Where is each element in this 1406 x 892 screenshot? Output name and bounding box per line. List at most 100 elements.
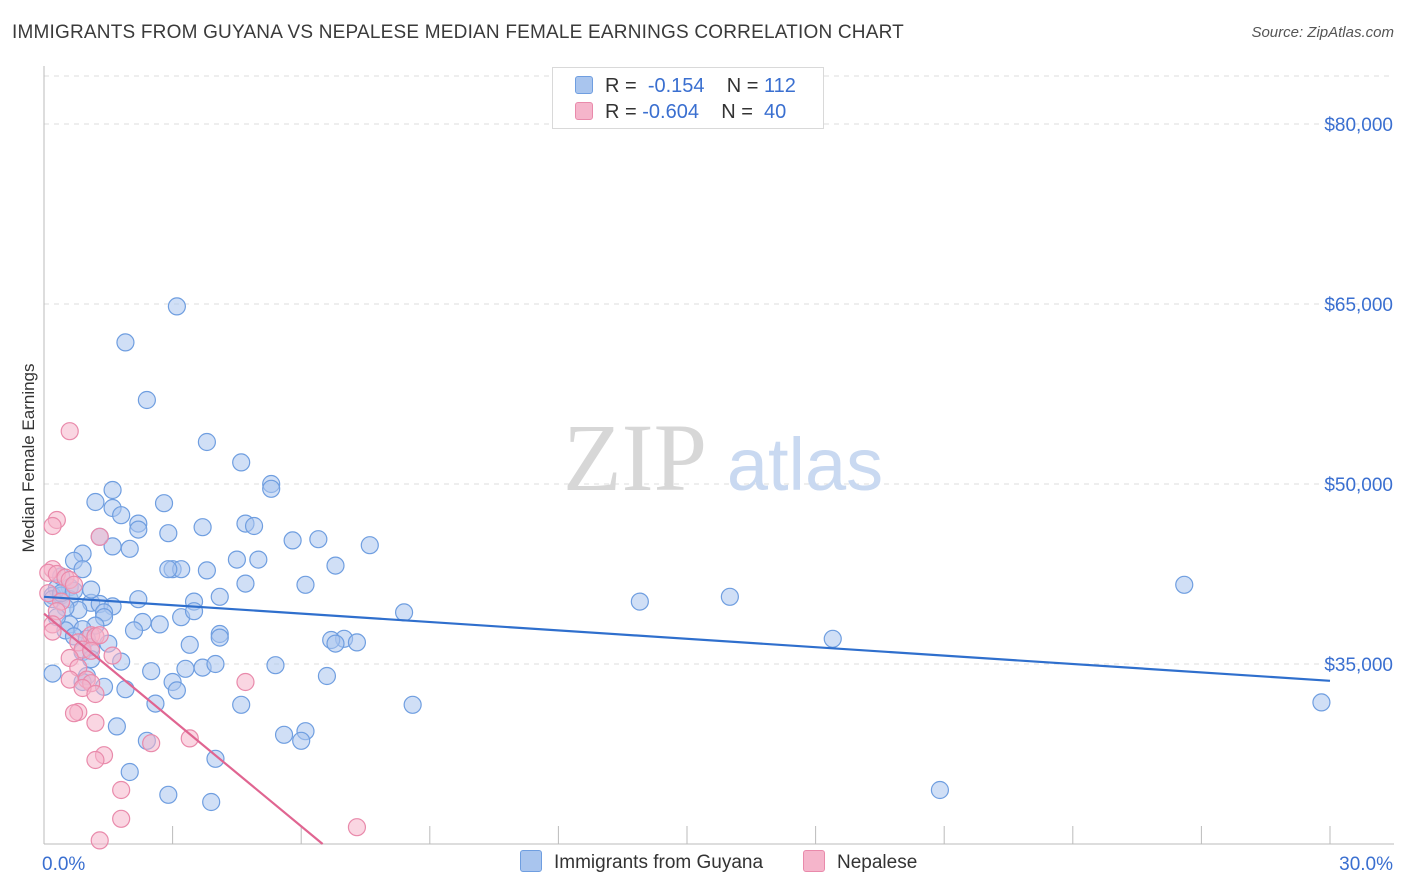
data-point: [823, 629, 842, 648]
y-axis-title: Median Female Earnings: [19, 364, 38, 553]
data-point: [103, 646, 122, 665]
data-point: [630, 592, 649, 611]
data-point: [326, 634, 345, 653]
data-point: [103, 480, 122, 500]
data-point: [64, 704, 84, 723]
y-tick-label: $50,000: [1324, 475, 1393, 496]
data-point: [930, 780, 950, 800]
data-point: [43, 664, 62, 683]
axes: [43, 66, 1394, 845]
data-point: [86, 492, 105, 512]
data-point: [43, 516, 62, 536]
legend-r-value: -0.154: [647, 75, 705, 97]
data-point: [296, 575, 315, 594]
legend-row-nepalese: R = -0.604 N = 40: [575, 101, 786, 127]
data-point: [180, 729, 199, 748]
trend-line-nepalese: [43, 612, 324, 845]
legend-item-guyana[interactable]: Immigrants from Guyana: [520, 850, 763, 874]
chart-title: IMMIGRANTS FROM GUYANA VS NEPALESE MEDIA…: [12, 22, 904, 43]
x-tick-label-max: 30.0%: [1339, 854, 1393, 875]
data-point: [360, 536, 379, 555]
data-point: [232, 453, 251, 472]
legend-row-guyana: R = -0.154 N = 112: [575, 75, 796, 101]
data-point: [137, 390, 156, 410]
data-point: [197, 561, 216, 580]
legend-r-value: -0.604: [642, 101, 699, 123]
data-point: [73, 560, 92, 579]
legend-n-label: N =: [721, 101, 753, 123]
data-point: [236, 574, 255, 593]
data-point: [227, 550, 246, 569]
data-point: [167, 681, 186, 700]
data-point: [326, 556, 345, 575]
data-point: [394, 603, 414, 622]
legend-item-nepalese[interactable]: Nepalese: [803, 850, 917, 874]
tick-labels: $35,000 $50,000 $65,000 $80,000 0.0% 30.0%: [42, 115, 1393, 875]
data-point: [112, 780, 131, 800]
source-label: Source: ZipAtlas.com: [1251, 24, 1394, 41]
trend-lines: [43, 595, 1331, 845]
data-point: [176, 659, 195, 678]
data-point: [244, 516, 264, 536]
data-point: [266, 656, 285, 675]
y-tick-label: $80,000: [1324, 115, 1393, 136]
legend-n-value: 40: [764, 101, 787, 123]
legend-n-label: N =: [726, 75, 759, 97]
legend-swatch-pink: [803, 850, 825, 872]
legend-n-value: 112: [764, 75, 796, 97]
legend-r-label: R =: [605, 75, 637, 97]
watermark-zip: ZIP: [563, 404, 707, 511]
data-point: [64, 575, 84, 594]
legend-swatch-blue: [575, 76, 593, 94]
data-point: [347, 633, 367, 652]
data-point: [90, 831, 109, 850]
data-point: [142, 662, 161, 681]
legend-swatch-blue: [520, 850, 542, 872]
data-point: [309, 530, 328, 549]
correlation-legend: R = -0.154 N = 112 R = -0.604 N = 40: [552, 67, 824, 129]
data-point: [86, 713, 105, 732]
data-point: [249, 550, 268, 569]
data-point: [167, 297, 186, 316]
data-point: [180, 635, 199, 654]
data-point: [274, 725, 294, 744]
data-point: [197, 432, 216, 452]
trend-line-guyana: [43, 595, 1331, 682]
data-point: [129, 590, 148, 609]
data-point: [202, 792, 221, 812]
data-point: [1175, 575, 1194, 594]
legend-label-nepalese: Nepalese: [837, 852, 918, 873]
legend-label-guyana: Immigrants from Guyana: [554, 852, 764, 873]
data-point: [210, 628, 229, 647]
data-point: [206, 654, 225, 674]
data-point: [90, 527, 109, 546]
data-point: [82, 580, 101, 599]
data-point: [86, 750, 105, 770]
data-point: [210, 587, 229, 606]
data-point: [347, 818, 367, 837]
data-point: [43, 622, 62, 641]
data-point: [154, 494, 174, 513]
data-point: [236, 672, 255, 692]
watermark: ZIP atlas: [563, 404, 883, 511]
data-point: [112, 809, 131, 828]
data-point: [292, 731, 311, 750]
data-point: [120, 539, 139, 558]
data-point: [116, 680, 135, 699]
data-point: [90, 626, 109, 645]
data-point: [120, 762, 139, 782]
data-point: [159, 560, 178, 579]
x-tick-label-min: 0.0%: [42, 854, 85, 875]
data-point: [283, 531, 302, 550]
series-legend: Immigrants from Guyana Nepalese: [0, 850, 1406, 878]
data-point: [86, 684, 105, 704]
data-point: [107, 717, 126, 736]
y-tick-label: $35,000: [1324, 655, 1393, 676]
data-point: [142, 734, 161, 753]
data-point: [206, 749, 225, 768]
data-point: [159, 785, 178, 804]
data-point: [720, 587, 739, 606]
data-point: [193, 518, 212, 537]
data-point: [124, 621, 144, 640]
data-point: [317, 666, 337, 686]
